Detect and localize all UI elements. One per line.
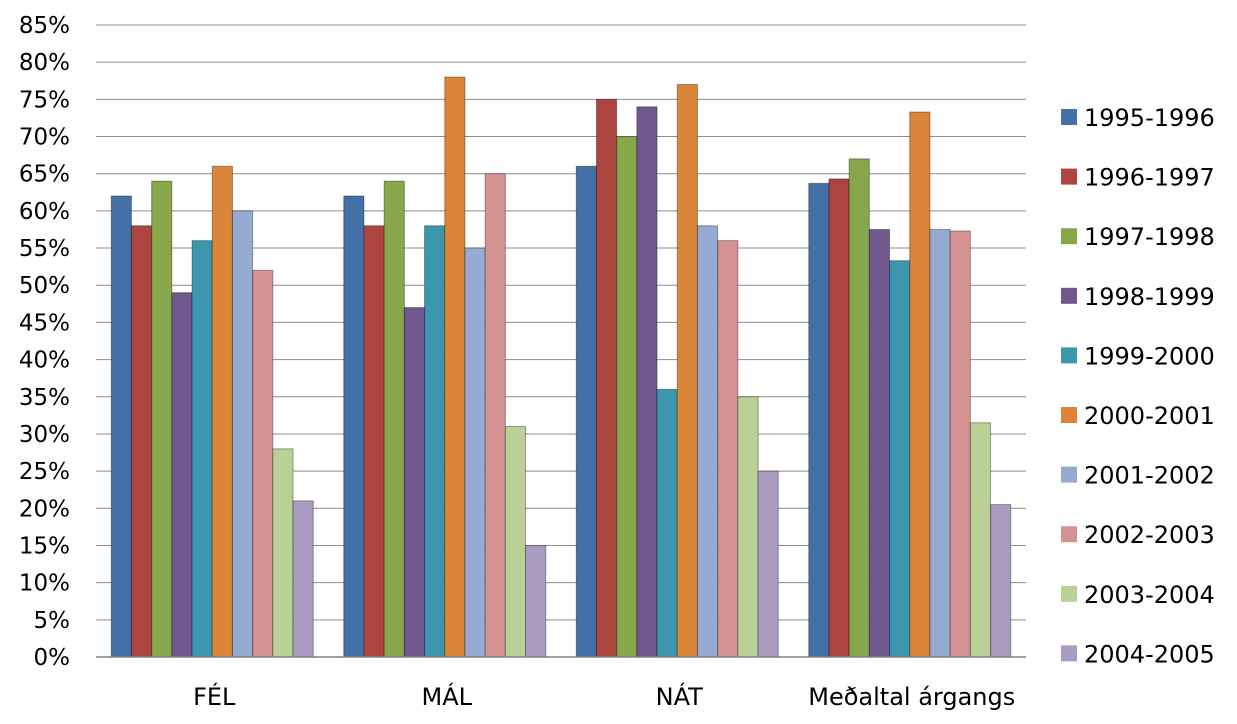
y-tick-label: 5% <box>34 608 71 634</box>
y-tick-label: 30% <box>19 422 70 448</box>
x-category-label: NÁT <box>656 682 704 711</box>
y-tick-label: 55% <box>19 236 70 262</box>
bar-2004-2005-Meðaltal árgangs <box>990 504 1012 658</box>
y-tick-label: 0% <box>34 645 71 671</box>
legend-swatch <box>1061 645 1077 662</box>
bar-1999-2000-NÁT <box>656 388 678 658</box>
bar-2000-2001-FÉL <box>211 165 233 658</box>
bar-1997-1998-NÁT <box>616 136 638 658</box>
bar-2002-2003-MÁL <box>484 173 506 658</box>
bar-2000-2001-MÁL <box>444 76 466 658</box>
x-category-label: FÉL <box>193 682 236 711</box>
y-tick-label: 50% <box>19 273 70 299</box>
bar-2003-2004-Meðaltal árgangs <box>969 422 992 658</box>
y-tick-label: 15% <box>19 533 70 559</box>
bar-2002-2003-Meðaltal árgangs <box>949 230 971 658</box>
bar-1995-1996-Meðaltal árgangs <box>808 182 830 658</box>
bar-1997-1998-Meðaltal árgangs <box>848 158 870 658</box>
x-category-label: MÁL <box>422 682 473 711</box>
bar-2000-2001-NÁT <box>676 83 698 658</box>
legend-label: 2000-2001 <box>1084 402 1215 430</box>
legend-swatch <box>1061 168 1077 185</box>
bar-2004-2005-FÉL <box>292 500 314 658</box>
bar-2001-2002-Meðaltal árgangs <box>929 228 951 658</box>
y-tick-label: 25% <box>19 459 70 485</box>
y-tick-label: 20% <box>19 496 70 522</box>
x-axis-category-labels: FÉL MÁL NÁT Meðaltal árgangs <box>193 682 1015 711</box>
y-axis-tick-labels: 0% 5% 10% 15% 20% 25% 30% 35% 40% 45% 50% 55% 60% 65%… <box>19 13 70 671</box>
bars <box>110 76 1012 658</box>
bar-2001-2002-FÉL <box>231 210 254 658</box>
legend-label: 1998-1999 <box>1084 283 1215 311</box>
legend-label: 1997-1998 <box>1084 223 1215 251</box>
bar-1998-1999-FÉL <box>171 292 193 658</box>
bar-1996-1997-FÉL <box>130 225 153 658</box>
x-category-label: Meðaltal árgangs <box>808 683 1015 711</box>
bar-1999-2000-MÁL <box>424 225 446 658</box>
legend-label: 2001-2002 <box>1084 462 1215 490</box>
bar-1996-1997-MÁL <box>363 225 385 658</box>
bar-2004-2005-MÁL <box>525 544 547 658</box>
bar-1999-2000-Meðaltal árgangs <box>889 260 911 658</box>
legend-swatch <box>1061 287 1077 304</box>
bar-2003-2004-NÁT <box>737 396 759 658</box>
legend-swatch <box>1061 228 1077 245</box>
legend-label: 1996-1997 <box>1084 164 1215 192</box>
legend-swatch <box>1061 526 1077 543</box>
bar-1997-1998-MÁL <box>383 180 405 658</box>
bar-1999-2000-FÉL <box>191 240 213 658</box>
bar-2003-2004-FÉL <box>272 448 294 658</box>
bar-1996-1997-Meðaltal árgangs <box>828 178 850 658</box>
y-tick-label: 65% <box>19 162 70 188</box>
y-tick-label: 85% <box>19 13 70 39</box>
legend-swatch <box>1061 109 1077 125</box>
bar-1995-1996-FÉL <box>110 195 132 658</box>
bar-1996-1997-NÁT <box>595 98 618 658</box>
bar-1997-1998-FÉL <box>151 180 173 658</box>
legend: 1995-1996 1996-1997 1997-1998 1998-1999 1999… <box>1061 104 1215 668</box>
bar-1998-1999-NÁT <box>636 106 658 658</box>
bar-2002-2003-NÁT <box>717 240 739 658</box>
y-tick-label: 75% <box>19 87 70 113</box>
y-tick-label: 70% <box>19 125 70 151</box>
bar-2001-2002-NÁT <box>696 225 719 658</box>
bar-1995-1996-NÁT <box>575 165 597 658</box>
bar-2000-2001-Meðaltal árgangs <box>909 111 931 658</box>
legend-label: 2004-2005 <box>1084 640 1215 668</box>
y-tick-label: 45% <box>19 310 70 336</box>
legend-swatch <box>1061 585 1077 602</box>
y-tick-label: 35% <box>19 385 70 411</box>
bar-2004-2005-NÁT <box>757 470 779 658</box>
legend-swatch <box>1061 347 1077 364</box>
y-tick-label: 40% <box>19 348 70 374</box>
y-tick-label: 80% <box>19 50 70 76</box>
legend-swatch <box>1061 466 1077 483</box>
legend-label: 1999-2000 <box>1084 342 1215 370</box>
bar-2002-2003-FÉL <box>252 269 274 658</box>
bar-1995-1996-MÁL <box>343 195 365 658</box>
y-tick-label: 10% <box>19 571 70 597</box>
bar-2003-2004-MÁL <box>504 426 527 658</box>
legend-label: 2003-2004 <box>1084 581 1215 609</box>
legend-swatch <box>1061 407 1077 423</box>
bar-1998-1999-MÁL <box>403 307 426 658</box>
bar-1998-1999-Meðaltal árgangs <box>868 228 891 658</box>
bar-2001-2002-MÁL <box>464 247 486 658</box>
y-tick-label: 60% <box>19 199 70 225</box>
legend-label: 1995-1996 <box>1084 104 1215 132</box>
legend-label: 2002-2003 <box>1084 521 1215 549</box>
